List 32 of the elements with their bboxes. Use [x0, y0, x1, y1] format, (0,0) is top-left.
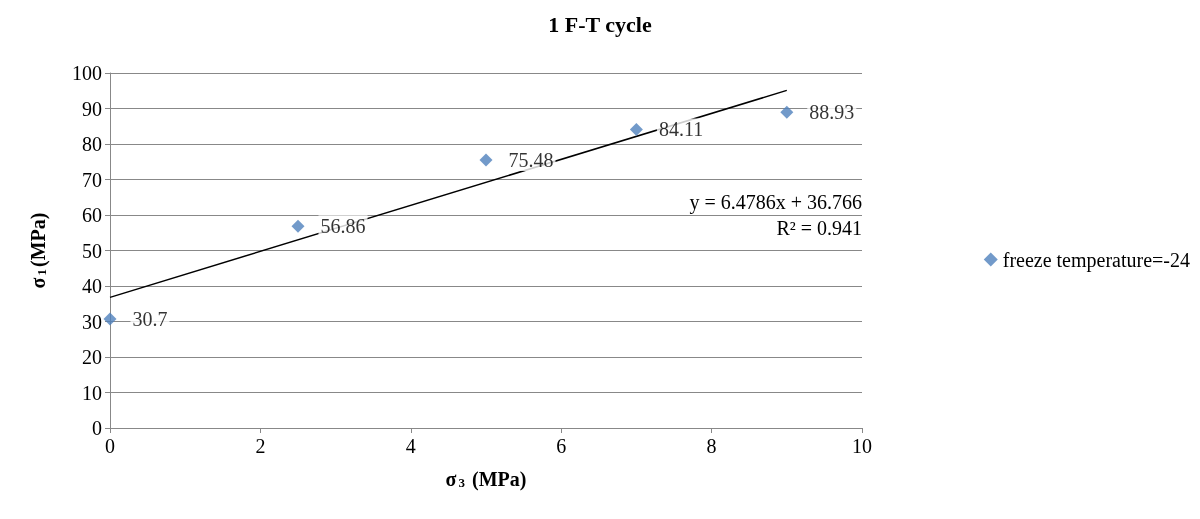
y-axis-title: σ1(MPa)	[26, 212, 50, 289]
y-tick-label: 10	[82, 381, 102, 404]
annotation: R² = 0.941	[776, 217, 863, 239]
y-tick-label: 80	[82, 133, 102, 155]
point	[291, 219, 305, 233]
y-tick-label: 70	[82, 168, 102, 191]
data-label: 75.48	[508, 149, 554, 172]
x-axis-title: σ3 (MPa)	[445, 467, 527, 491]
x-tick-label: 4	[405, 435, 416, 457]
chart-title: 1 F-T cycle	[548, 11, 652, 37]
data-label: 88.93	[809, 101, 855, 124]
y-tick-label: 100	[72, 62, 102, 84]
y-tick-label: 40	[82, 275, 102, 297]
y-tick-label: 20	[82, 346, 102, 368]
point	[780, 105, 794, 119]
y-tick-label: 50	[82, 239, 102, 262]
point	[629, 122, 643, 136]
data-label: 56.86	[320, 215, 366, 238]
point	[103, 312, 117, 326]
x-tick-label: 2	[255, 435, 266, 457]
y-tick-label: 30	[82, 310, 102, 333]
legend-label: freeze temperature=-24	[1002, 248, 1190, 272]
annotation: y = 6.4786x + 36.766	[689, 191, 862, 214]
x-tick-label: 10	[852, 435, 872, 457]
x-tick-label: 6	[556, 435, 567, 457]
y-tick-label: 90	[82, 97, 102, 120]
y-tick-label: 60	[82, 204, 102, 226]
y-tick-label: 0	[92, 417, 102, 439]
point	[479, 153, 493, 167]
x-tick-label: 8	[706, 435, 717, 457]
data-label: 84.11	[658, 118, 704, 141]
data-label: 30.7	[132, 308, 168, 331]
